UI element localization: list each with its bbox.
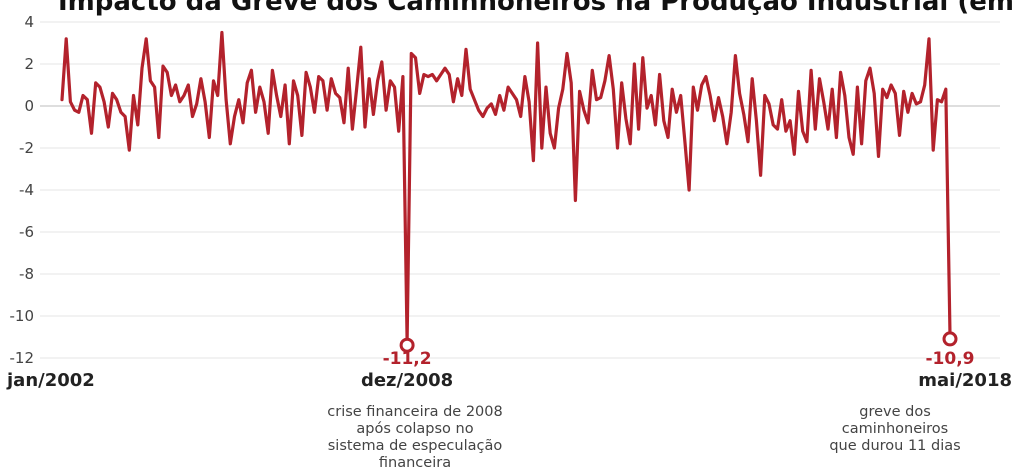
data-label: -11,2 xyxy=(383,349,432,369)
note-line: sistema de especulação xyxy=(327,438,503,454)
annotation-marker xyxy=(942,331,958,347)
y-axis-tick-labels: 4 2 0 -2 -4 -6 -8 -10 -12 xyxy=(10,13,35,367)
x-tick-label: mai/2018 xyxy=(918,370,1012,391)
x-tick-label: jan/2002 xyxy=(6,370,95,391)
chart-title: Impacto da Greve dos Caminhoneiros na Pr… xyxy=(58,0,1019,17)
y-tick-label: -2 xyxy=(19,139,34,157)
y-tick-label: -8 xyxy=(19,265,34,283)
y-tick-label: 0 xyxy=(24,97,34,115)
y-tick-label: -6 xyxy=(19,223,34,241)
annotation-marker xyxy=(399,337,415,353)
annotation-markers: -11,2 -10,9 xyxy=(383,331,975,369)
note-line: financeira xyxy=(378,455,452,471)
data-label: -10,9 xyxy=(926,349,975,369)
x-tick-label: dez/2008 xyxy=(361,370,453,391)
x-axis-tick-labels: jan/2002 dez/2008 mai/2018 xyxy=(6,370,1012,391)
y-tick-label: -10 xyxy=(10,307,35,325)
note-line: greve dos xyxy=(859,404,931,420)
note-line: crise financeira de 2008 xyxy=(327,404,503,420)
note-line: após colapso no xyxy=(356,421,474,437)
y-tick-label: -4 xyxy=(19,181,34,199)
gridlines xyxy=(40,21,1000,359)
annotation-note-truckers-strike: greve dos caminhoneiros que durou 11 dia… xyxy=(775,404,1015,455)
y-tick-label: 2 xyxy=(24,55,34,73)
y-tick-label: 4 xyxy=(24,13,34,31)
annotation-note-crisis-2008: crise financeira de 2008 após colapso no… xyxy=(265,404,565,472)
series-line xyxy=(60,30,952,343)
note-line: caminhoneiros xyxy=(841,421,949,437)
note-line: que durou 11 dias xyxy=(829,438,961,454)
y-tick-label: -12 xyxy=(10,349,35,367)
